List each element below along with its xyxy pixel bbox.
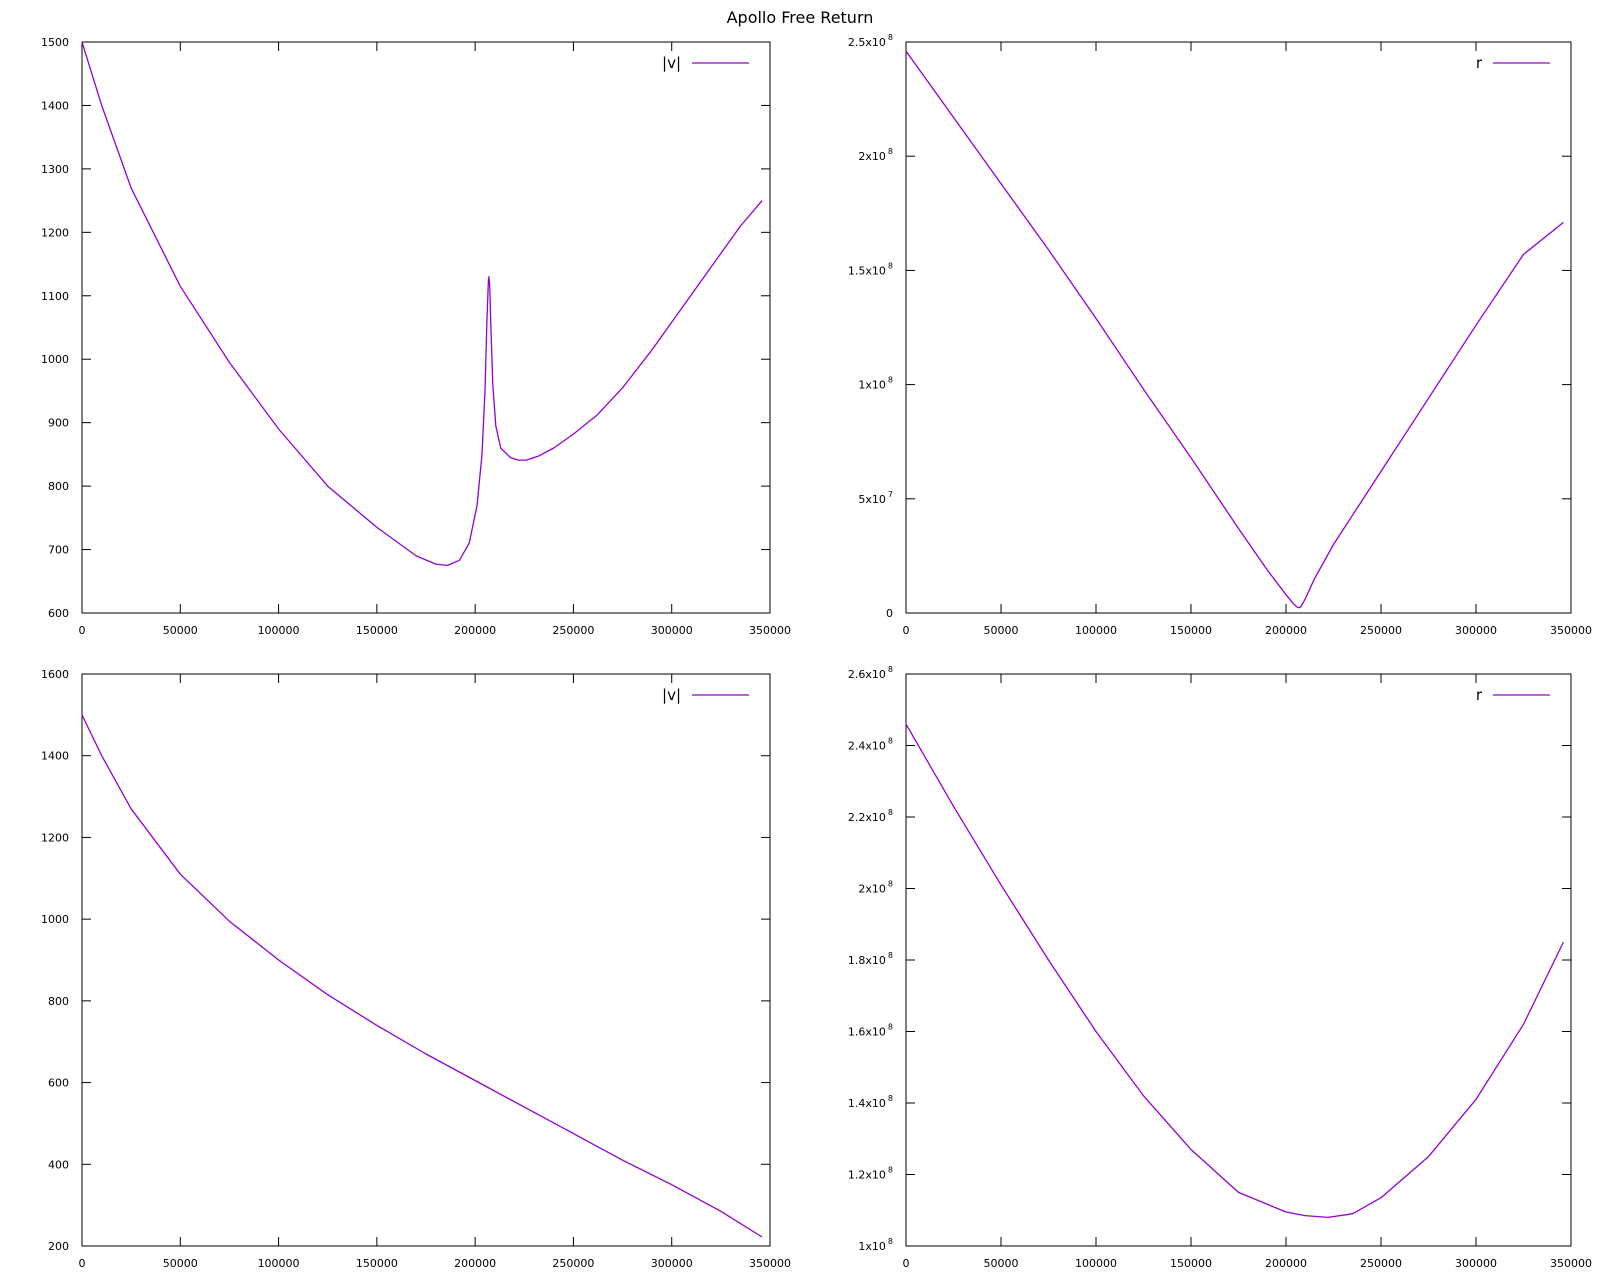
chart3-frame [81,673,771,1247]
chart-panel-radius-bottom: 0 50000 100000 150000 200000 250000 300000 3500… [848,665,1592,1270]
chart2-xtick-label: 350000 [1550,624,1592,637]
chart4-xtick-label: 150000 [1170,1257,1212,1270]
chart1-ytick-label: 1400 [41,99,69,112]
chart4-xtick-label: 100000 [1075,1257,1117,1270]
chart3-ytick-label: 600 [48,1077,69,1090]
chart1-xtick-label: 50000 [163,624,198,637]
chart-panel-velocity-top: 0 50000 100000 150000 200000 250000 300000 3500… [41,36,791,637]
chart1-ytick-label: 1500 [41,36,69,49]
chart3-xtick-label: 200000 [454,1257,496,1270]
chart4-xtick-label: 250000 [1360,1257,1402,1270]
chart1-xtick-label: 0 [79,624,86,637]
chart2-ytick-label: 2x10 8 [858,147,893,163]
chart3-xtick-label: 150000 [356,1257,398,1270]
chart1-frame [81,41,771,614]
chart1-xtick-label: 200000 [454,624,496,637]
chart3-xtick-label: 50000 [163,1257,198,1270]
chart4-ytick-label: 1.2x10 8 [848,1166,893,1182]
chart4-xtick-label: 50000 [984,1257,1019,1270]
chart2-ytick-label: 5x10 7 [858,490,893,506]
chart3-legend-label: |v| [662,686,681,704]
chart2-xtick-label: 0 [903,624,910,637]
chart2-xtick-label: 50000 [984,624,1019,637]
chart2-series-line-1 [905,50,1564,609]
chart3-series-line-1 [81,714,763,1238]
chart3-xtick-label: 100000 [258,1257,300,1270]
chart4-xtick-label: 300000 [1455,1257,1497,1270]
chart2-ytick-label: 1x10 8 [858,376,893,392]
chart2-ytick-label: 0 [886,607,893,620]
chart4-ytick-label: 2.4x10 8 [848,737,893,753]
chart2-ytick-label: 2.5x10 8 [848,33,893,49]
chart3-xtick-label: 250000 [552,1257,594,1270]
chart3-ytick-label: 400 [48,1158,69,1171]
chart3-ytick-label: 1000 [41,913,69,926]
chart1-xtick-label: 250000 [552,624,594,637]
chart1-ytick-label: 1100 [41,290,69,303]
chart4-frame [905,673,1572,1247]
chart3-ytick-label: 1600 [41,668,69,681]
chart1-xtick-label: 150000 [356,624,398,637]
chart1-legend-label: |v| [662,54,681,72]
chart1-ytick-label: 900 [48,417,69,430]
chart4-ytick-label: 1x10 8 [858,1237,893,1253]
chart1-ytick-label: 700 [48,544,69,557]
chart2-xtick-label: 150000 [1170,624,1212,637]
chart2-xtick-label: 300000 [1455,624,1497,637]
chart3-xtick-label: 350000 [749,1257,791,1270]
chart4-ytick-label: 2.2x10 8 [848,808,893,824]
chart4-ytick-label: 1.8x10 8 [848,951,893,967]
chart4-series-line-1 [905,723,1564,1219]
chart4-xtick-label: 200000 [1265,1257,1307,1270]
chart2-xtick-label: 250000 [1360,624,1402,637]
chart2-xtick-label: 100000 [1075,624,1117,637]
chart-panel-radius-top: 0 50000 100000 150000 200000 250000 300000 3500… [848,33,1592,637]
chart3-ytick-label: 800 [48,995,69,1008]
chart1-ytick-label: 1300 [41,163,69,176]
chart1-ytick-label: 800 [48,480,69,493]
chart4-ytick-label: 2x10 8 [858,880,893,896]
chart2-frame [905,41,1572,614]
figure-title: Apollo Free Return [727,8,874,27]
chart4-ytick-label: 1.4x10 8 [848,1094,893,1110]
chart3-xtick-label: 300000 [651,1257,693,1270]
chart2-legend-label: r [1476,54,1483,72]
chart3-xtick-label: 0 [79,1257,86,1270]
chart4-xtick-label: 350000 [1550,1257,1592,1270]
chart1-xtick-label: 350000 [749,624,791,637]
chart4-legend-label: r [1476,686,1483,704]
chart4-ytick-label: 2.6x10 8 [848,665,893,681]
chart2-xtick-label: 200000 [1265,624,1307,637]
chart-panel-velocity-bottom: 0 50000 100000 150000 200000 250000 300000 3500… [41,668,791,1270]
chart1-xtick-label: 300000 [651,624,693,637]
chart1-ytick-label: 600 [48,607,69,620]
chart4-ytick-label: 1.6x10 8 [848,1023,893,1039]
chart3-ytick-label: 200 [48,1240,69,1253]
chart3-ytick-label: 1400 [41,750,69,763]
chart1-series-line-1 [81,41,763,567]
chart4-xtick-label: 0 [903,1257,910,1270]
chart1-xtick-label: 100000 [258,624,300,637]
chart3-ytick-label: 1200 [41,831,69,844]
chart1-ytick-label: 1000 [41,353,69,366]
chart2-ytick-label: 1.5x10 8 [848,261,893,277]
chart1-ytick-label: 1200 [41,226,69,239]
